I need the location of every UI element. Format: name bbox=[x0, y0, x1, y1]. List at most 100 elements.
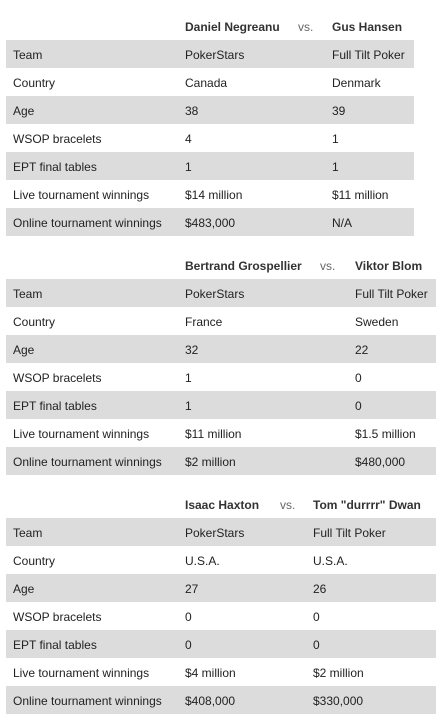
table-row: EPT final tables 1 0 bbox=[6, 391, 436, 419]
player-name: Bertrand Grospellier bbox=[185, 259, 302, 273]
table-row: WSOP bracelets 0 0 bbox=[6, 602, 436, 630]
table-row: Age 27 26 bbox=[6, 574, 436, 602]
row-label: Country bbox=[13, 554, 56, 568]
cell-value: 27 bbox=[185, 582, 199, 596]
cell-value: $408,000 bbox=[185, 694, 236, 708]
table-row: WSOP bracelets 4 1 bbox=[6, 124, 414, 152]
row-label: Team bbox=[13, 526, 43, 540]
cell-value: U.S.A. bbox=[185, 554, 220, 568]
row-label: Online tournament winnings bbox=[13, 694, 162, 708]
cell-value: Canada bbox=[185, 76, 228, 90]
cell-value: 0 bbox=[355, 371, 362, 385]
cell-value: U.S.A. bbox=[313, 554, 348, 568]
row-label: Online tournament winnings bbox=[13, 216, 162, 230]
cell-value: 0 bbox=[313, 638, 320, 652]
cell-value: 1 bbox=[185, 371, 192, 385]
comparison-table: Daniel Negreanu vs. Gus Hansen Team PokerSta… bbox=[6, 14, 414, 236]
table-row: Country France Sweden bbox=[6, 307, 436, 335]
cell-value: 26 bbox=[313, 582, 327, 596]
player-name: Isaac Haxton bbox=[185, 498, 260, 512]
table-row: Country U.S.A. U.S.A. bbox=[6, 546, 436, 574]
vs-label: vs. bbox=[280, 498, 296, 512]
table-header: Isaac Haxton vs. Tom "durrrr" Dwan bbox=[6, 492, 436, 518]
row-label: EPT final tables bbox=[13, 160, 97, 174]
table-row: Live tournament winnings $14 million $11 m… bbox=[6, 180, 414, 208]
row-label: Age bbox=[13, 104, 35, 118]
cell-value: $1.5 million bbox=[355, 427, 416, 441]
comparison-table: Bertrand Grospellier vs. Viktor Blom Team Po… bbox=[6, 253, 436, 475]
cell-value: $480,000 bbox=[355, 455, 406, 469]
cell-value: 4 bbox=[185, 132, 192, 146]
player-name: Gus Hansen bbox=[332, 20, 403, 34]
cell-value: 22 bbox=[355, 343, 369, 357]
cell-value: 1 bbox=[185, 399, 192, 413]
row-label: Live tournament winnings bbox=[13, 427, 150, 441]
table-row: Live tournament winnings $11 million $1.5 … bbox=[6, 419, 436, 447]
cell-value: France bbox=[185, 315, 223, 329]
table-row: Age 32 22 bbox=[6, 335, 436, 363]
row-label: Live tournament winnings bbox=[13, 666, 150, 680]
cell-value: 0 bbox=[355, 399, 362, 413]
row-label: Age bbox=[13, 343, 35, 357]
cell-value: 1 bbox=[185, 160, 192, 174]
table-row: Online tournament winnings $2 million $480… bbox=[6, 447, 436, 475]
table-row: EPT final tables 0 0 bbox=[6, 630, 436, 658]
cell-value: PokerStars bbox=[185, 287, 245, 301]
row-label: Team bbox=[13, 287, 43, 301]
table-row: Live tournament winnings $4 million $2 mil… bbox=[6, 658, 436, 686]
cell-value: Full Tilt Poker bbox=[355, 287, 428, 301]
cell-value: PokerStars bbox=[185, 48, 245, 62]
row-label: WSOP bracelets bbox=[13, 371, 102, 385]
row-label: Age bbox=[13, 582, 35, 596]
table-row: WSOP bracelets 1 0 bbox=[6, 363, 436, 391]
row-label: EPT final tables bbox=[13, 399, 97, 413]
vs-label: vs. bbox=[320, 259, 336, 273]
table-header: Daniel Negreanu vs. Gus Hansen bbox=[6, 14, 414, 40]
cell-value: $11 million bbox=[185, 427, 242, 441]
row-label: Country bbox=[13, 315, 56, 329]
row-label: Live tournament winnings bbox=[13, 188, 150, 202]
row-label: EPT final tables bbox=[13, 638, 97, 652]
row-label: Online tournament winnings bbox=[13, 455, 162, 469]
cell-value: 32 bbox=[185, 343, 199, 357]
cell-value: $11 million bbox=[332, 188, 389, 202]
cell-value: 39 bbox=[332, 104, 346, 118]
table-row: Team PokerStars Full Tilt Poker bbox=[6, 279, 436, 307]
cell-value: Sweden bbox=[355, 315, 399, 329]
table-header: Bertrand Grospellier vs. Viktor Blom bbox=[6, 253, 436, 279]
cell-value: Full Tilt Poker bbox=[313, 526, 386, 540]
player-name: Daniel Negreanu bbox=[185, 20, 280, 34]
cell-value: $14 million bbox=[185, 188, 243, 202]
table-row: Team PokerStars Full Tilt Poker bbox=[6, 40, 414, 68]
row-label: WSOP bracelets bbox=[13, 132, 102, 146]
cell-value: 0 bbox=[313, 610, 320, 624]
cell-value: $330,000 bbox=[313, 694, 364, 708]
cell-value: Denmark bbox=[332, 76, 381, 90]
row-label: Country bbox=[13, 76, 56, 90]
table-row: Online tournament winnings $408,000 $330,0… bbox=[6, 686, 436, 714]
row-label: Team bbox=[13, 48, 43, 62]
cell-value: 1 bbox=[332, 160, 339, 174]
cell-value: 0 bbox=[185, 638, 192, 652]
row-label: WSOP bracelets bbox=[13, 610, 102, 624]
table-row: Team PokerStars Full Tilt Poker bbox=[6, 518, 436, 546]
cell-value: $2 million bbox=[313, 666, 364, 680]
vs-label: vs. bbox=[298, 20, 314, 34]
table-row: Age 38 39 bbox=[6, 96, 414, 124]
cell-value: N/A bbox=[332, 216, 353, 230]
player-name: Tom "durrrr" Dwan bbox=[313, 498, 421, 512]
table-row: Country Canada Denmark bbox=[6, 68, 414, 96]
cell-value: 1 bbox=[332, 132, 339, 146]
cell-value: Full Tilt Poker bbox=[332, 48, 405, 62]
cell-value: 38 bbox=[185, 104, 199, 118]
table-row: Online tournament winnings $483,000 N/A bbox=[6, 208, 414, 236]
player-name: Viktor Blom bbox=[355, 259, 423, 273]
cell-value: 0 bbox=[185, 610, 192, 624]
cell-value: $483,000 bbox=[185, 216, 236, 230]
cell-value: PokerStars bbox=[185, 526, 245, 540]
comparison-table: Isaac Haxton vs. Tom "durrrr" Dwan Team Poke… bbox=[6, 492, 436, 714]
cell-value: $4 million bbox=[185, 666, 236, 680]
table-row: EPT final tables 1 1 bbox=[6, 152, 414, 180]
cell-value: $2 million bbox=[185, 455, 236, 469]
